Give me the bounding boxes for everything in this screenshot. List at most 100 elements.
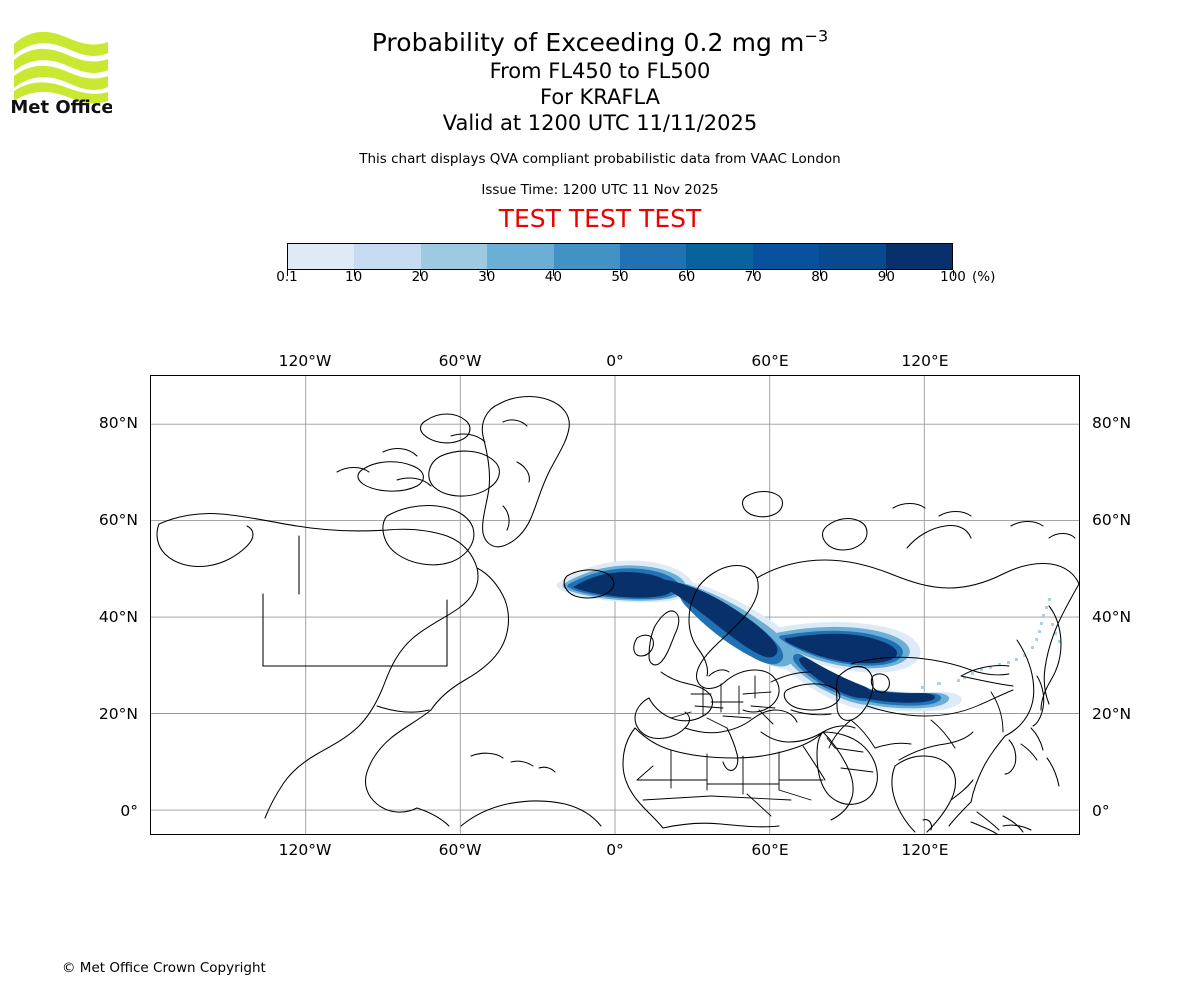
coastline-iceland	[563, 569, 615, 599]
colorbar-ticks	[287, 270, 954, 280]
coastline-arctic-islands	[336, 433, 486, 487]
border-afghanistan	[874, 742, 912, 749]
coastline-new-siberian	[1010, 520, 1076, 539]
border-mongolia-china	[960, 665, 1014, 687]
coastline-south-america	[460, 800, 602, 827]
y-axis-label-left-40°N: 40°N	[98, 608, 138, 627]
y-axis-label-right-20°N: 20°N	[1092, 704, 1132, 723]
colorbar-segment-0.1-10	[288, 244, 355, 269]
coastline-severnaya	[892, 502, 972, 517]
coastline-us-east	[430, 567, 510, 711]
coastline-iberia	[634, 697, 691, 739]
border-kazakhstan-south	[866, 689, 1014, 717]
coastline-japan	[1020, 727, 1060, 787]
coastline-arabia	[816, 731, 878, 805]
logo-waves	[14, 31, 108, 104]
colorbar-tick-80	[819, 270, 821, 276]
x-axis-label-top-60°E: 60°E	[751, 352, 789, 370]
border-iran	[828, 719, 876, 749]
coastline-baffin	[428, 450, 500, 497]
coastline-alaska	[156, 523, 254, 567]
y-axis-label-left-80°N: 80°N	[98, 414, 138, 433]
border-russia-kazakhstan	[850, 656, 1010, 676]
colorbar-tick-label-40: 40	[544, 269, 562, 285]
colorbar-tick-60	[686, 270, 688, 276]
coastline-banks-victoria	[357, 461, 424, 492]
map-svg	[151, 376, 1079, 834]
x-axis-label-bottom-0°: 0°	[606, 841, 624, 859]
colorbar-segment-40-50	[553, 244, 621, 269]
borders-asia	[770, 656, 1014, 761]
test-banner: TEST TEST TEST	[498, 204, 702, 233]
coastline-black-sea	[783, 683, 841, 711]
colorbar-segment-50-60	[620, 244, 687, 269]
colorbar-tick-10	[353, 270, 355, 276]
coastline-denmark	[708, 669, 730, 677]
coastline-se-asia	[948, 801, 1024, 833]
border-turkey	[790, 709, 832, 716]
colorbar-tick-label-0.1: 0.1	[276, 269, 298, 285]
colorbar-tick-label-60: 60	[678, 269, 696, 285]
valid-time-line: Valid at 1200 UTC 11/11/2025	[442, 111, 758, 135]
colorbar-segment-30-40	[487, 244, 554, 269]
coastline-africa-horn	[822, 731, 854, 821]
graticule-grid	[151, 376, 1079, 834]
colorbar-tick-label-10: 10	[345, 269, 363, 285]
colorbar-tick-50	[620, 270, 621, 276]
colorbar-tick-70	[753, 270, 755, 276]
y-axis-label-left-20°N: 20°N	[98, 704, 138, 723]
coastline-korea	[1004, 739, 1017, 775]
met-office-logo: Met Office	[12, 22, 112, 114]
x-axis-label-bottom-60°W: 60°W	[438, 841, 482, 859]
y-axis-label-right-0°: 0°	[1092, 801, 1110, 820]
coastline-norway-west	[688, 585, 709, 677]
chart-header: Probability of Exceeding 0.2 mg m−3 From…	[0, 0, 1200, 234]
x-axis-label-top-60°W: 60°W	[438, 352, 482, 370]
colorbar-tick-label-70: 70	[744, 269, 762, 285]
borders-africa	[636, 749, 824, 817]
colorbar-tick-40	[553, 270, 555, 276]
borders-arabia	[826, 737, 874, 773]
coastline-africa-west	[622, 727, 664, 829]
colorbar-tick-label-100: 100	[940, 269, 966, 285]
colorbar-gradient	[287, 243, 953, 270]
coastline-mediterranean-north	[684, 709, 798, 734]
border-china-west	[930, 719, 956, 749]
colorbar-tick-100	[953, 270, 954, 276]
issue-time: Issue Time: 1200 UTC 11 Nov 2025	[481, 182, 719, 198]
colorbar-tick-label-20: 20	[411, 269, 429, 285]
border-china-east-internal	[990, 691, 1004, 733]
border-us-mexico	[376, 705, 430, 713]
colorbar-unit-label: (%)	[972, 269, 996, 285]
coastline-africa-south	[662, 822, 780, 829]
plume-band-core	[573, 572, 935, 703]
plume-trace-streaks	[921, 598, 1061, 689]
coastline-greece-turkey	[760, 725, 856, 743]
y-axis-label-left-60°N: 60°N	[98, 511, 138, 530]
coastline-far-east	[1043, 583, 1079, 705]
x-axis-label-bottom-60°E: 60°E	[751, 841, 789, 859]
coastline-bay-bengal	[950, 779, 974, 801]
coastline-taymyr	[906, 525, 972, 549]
coastline-china-east	[970, 735, 1006, 803]
coastline-greenland-detail	[502, 419, 530, 531]
colorbar-tick-30	[486, 270, 488, 276]
coastline-sakhalin	[1032, 675, 1045, 727]
colorbar-tick-20	[420, 270, 422, 276]
coastline-svalbard	[742, 490, 784, 518]
x-axis-label-top-0°: 0°	[606, 352, 624, 370]
volcano-name-line: For KRAFLA	[540, 85, 660, 109]
y-axis-label-right-80°N: 80°N	[1092, 414, 1132, 433]
x-axis-label-bottom-120°W: 120°W	[278, 841, 332, 859]
coastline-baltic	[726, 669, 780, 713]
met-office-logo-graphic: Met Office	[12, 31, 112, 114]
coastline-russia-arctic	[756, 559, 1079, 589]
colorbar-segment-10-20	[354, 244, 421, 269]
coastline-scandinavia	[695, 565, 759, 690]
coastline-great-britain	[648, 610, 680, 666]
coastline-india-west	[891, 765, 916, 833]
qva-note: This chart displays QVA compliant probab…	[359, 151, 841, 167]
coastline-okhotsk	[1004, 639, 1035, 737]
coastline-caribbean	[470, 752, 556, 773]
coastline-hudson-bay	[382, 505, 475, 566]
